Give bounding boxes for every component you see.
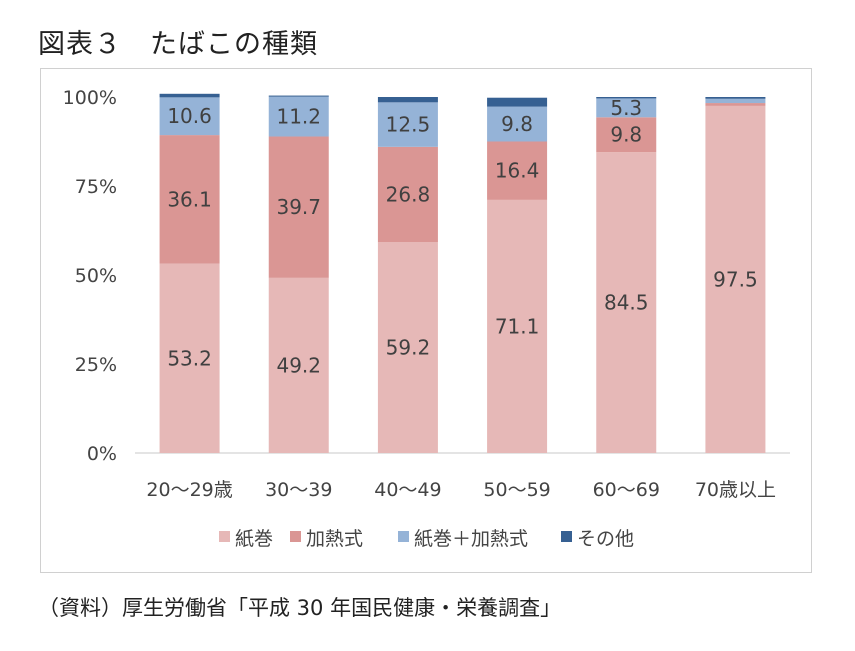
legend-label: 紙巻 xyxy=(235,528,273,550)
bar-segment xyxy=(377,102,438,147)
source-note: （資料）厚生労働省「平成 30 年国民健康・栄養調査」 xyxy=(38,596,562,620)
data-label: 10.6 xyxy=(167,104,212,128)
y-tick-label: 50% xyxy=(75,265,117,287)
data-label: 11.2 xyxy=(276,105,321,129)
legend-label: 加熱式 xyxy=(306,528,363,550)
bar-segment xyxy=(596,98,657,118)
data-label: 59.2 xyxy=(386,336,431,360)
y-tick-label: 75% xyxy=(75,176,117,198)
y-tick-label: 0% xyxy=(87,443,117,465)
bar-segment xyxy=(377,146,438,243)
legend-swatch xyxy=(290,531,301,542)
legend-swatch xyxy=(561,531,572,542)
y-tick-label: 25% xyxy=(75,354,117,376)
data-label: 49.2 xyxy=(276,353,321,377)
bar-segment xyxy=(596,152,657,453)
data-label: 36.1 xyxy=(167,187,212,211)
bar-segment xyxy=(705,105,766,454)
data-label: 97.5 xyxy=(713,267,758,291)
chart-title: 図表３ たばこの種類 xyxy=(38,29,318,60)
bar-segment xyxy=(705,98,766,104)
bar-segment xyxy=(268,96,329,137)
bar-segment xyxy=(268,277,329,453)
data-label: 39.7 xyxy=(276,195,321,219)
legend-swatch xyxy=(219,531,230,542)
bar-segment xyxy=(377,97,438,103)
bar-segment xyxy=(705,97,766,99)
bar-segment xyxy=(159,263,220,453)
bar-segment xyxy=(159,93,220,98)
data-label: 9.8 xyxy=(501,112,533,136)
bar-segment xyxy=(159,97,220,136)
x-tick-label: 60～69 xyxy=(593,479,660,501)
data-label: 53.2 xyxy=(167,346,212,370)
data-label: 12.5 xyxy=(386,113,431,137)
x-tick-label: 50～59 xyxy=(483,479,550,501)
bar-segment xyxy=(596,117,657,153)
x-tick-label: 20～29歳 xyxy=(146,479,232,501)
data-label: 9.8 xyxy=(610,123,642,147)
data-label: 84.5 xyxy=(604,291,649,315)
bar-segment xyxy=(159,135,220,264)
x-tick-label: 30～39 xyxy=(265,479,332,501)
bar-segment xyxy=(268,95,329,97)
data-label: 5.3 xyxy=(610,96,642,120)
x-tick-label: 40～49 xyxy=(374,479,441,501)
legend-label: 紙巻＋加熱式 xyxy=(414,528,528,550)
bar-segment xyxy=(596,97,657,99)
y-tick-label: 100% xyxy=(63,87,117,109)
x-tick-label: 70歳以上 xyxy=(695,479,776,501)
bar-segment xyxy=(377,242,438,453)
data-label: 16.4 xyxy=(495,159,540,183)
bar-segment xyxy=(487,199,548,453)
bar-segment xyxy=(705,103,766,106)
bar-segment xyxy=(487,141,548,200)
data-label: 26.8 xyxy=(386,183,431,207)
bar-segment xyxy=(487,97,548,107)
bar-segment xyxy=(268,136,329,278)
legend-label: その他 xyxy=(577,528,634,550)
data-label: 71.1 xyxy=(495,314,540,338)
legend-swatch xyxy=(398,531,409,542)
chart-frame xyxy=(40,68,812,573)
bar-segment xyxy=(487,106,548,142)
